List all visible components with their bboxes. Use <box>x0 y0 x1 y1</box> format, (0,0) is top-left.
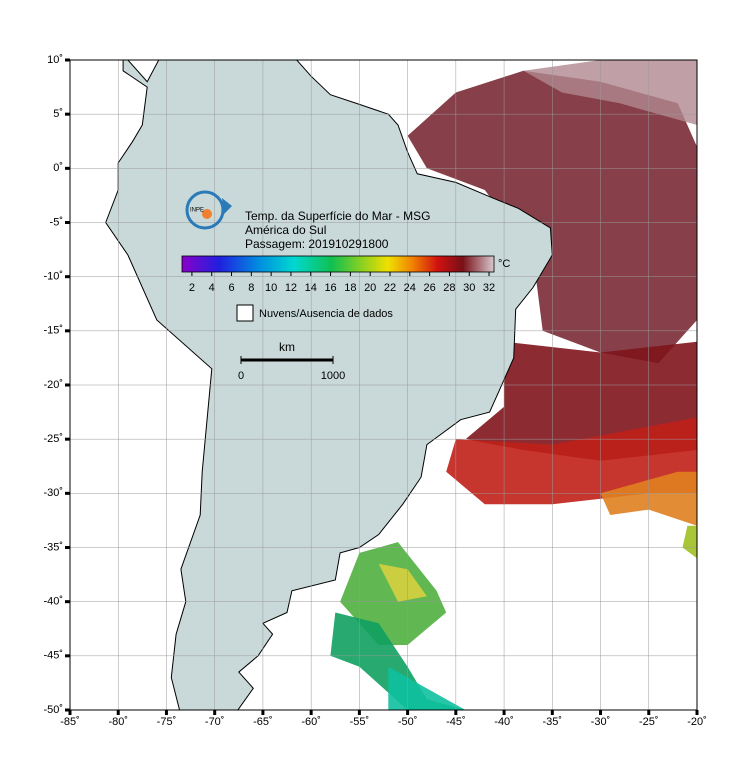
x-tick-label: -45˚ <box>446 716 466 728</box>
y-tick-label: 0˚ <box>53 162 63 174</box>
x-tick-label: -70˚ <box>205 716 225 728</box>
x-tick-label: -40˚ <box>494 716 514 728</box>
y-tick-label: -25˚ <box>43 433 63 445</box>
x-tick-label: -65˚ <box>253 716 273 728</box>
y-tick-label: -40˚ <box>43 596 63 608</box>
colorbar-tick-label: 2 <box>189 282 195 294</box>
title-line: Passagem: 201910291800 <box>245 237 389 251</box>
colorbar-tick-label: 22 <box>384 282 396 294</box>
y-tick-label: -5˚ <box>50 216 63 228</box>
y-tick-label: -10˚ <box>43 271 63 283</box>
y-tick-label: 5˚ <box>53 108 63 120</box>
y-tick-label: -35˚ <box>43 541 63 553</box>
colorbar-tick-label: 6 <box>228 282 234 294</box>
y-tick-label: -20˚ <box>43 379 63 391</box>
colorbar-tick-label: 16 <box>324 282 336 294</box>
x-tick-label: -85˚ <box>60 716 80 728</box>
y-tick-label: -30˚ <box>43 487 63 499</box>
colorbar-unit: °C <box>498 258 510 270</box>
y-tick-label: -50˚ <box>43 704 63 716</box>
title-line: América do Sul <box>245 223 326 237</box>
legend-swatch <box>236 304 254 322</box>
colorbar <box>181 255 495 273</box>
sst-patch <box>330 612 466 710</box>
legend-label: Nuvens/Ausencia de dados <box>259 308 393 320</box>
y-tick-label: -45˚ <box>43 650 63 662</box>
y-tick-label: -15˚ <box>43 325 63 337</box>
colorbar-tick-label: 10 <box>265 282 277 294</box>
scale-unit: km <box>279 340 295 354</box>
x-tick-label: -35˚ <box>543 716 563 728</box>
y-tick-label: 10˚ <box>47 54 63 66</box>
sst-patch <box>523 60 697 125</box>
colorbar-tick-label: 28 <box>443 282 455 294</box>
title-line: Temp. da Superfície do Mar - MSG <box>245 209 430 223</box>
x-tick-label: -55˚ <box>350 716 370 728</box>
sst-patch <box>682 525 697 559</box>
colorbar-tick-label: 8 <box>248 282 254 294</box>
x-tick-label: -75˚ <box>157 716 177 728</box>
scale-label: 0 <box>238 370 244 382</box>
x-tick-label: -25˚ <box>639 716 659 728</box>
colorbar-tick-label: 30 <box>463 282 475 294</box>
colorbar-tick-label: 18 <box>344 282 356 294</box>
x-tick-label: -30˚ <box>591 716 611 728</box>
colorbar-tick-label: 12 <box>285 282 297 294</box>
colorbar-tick-label: 24 <box>404 282 416 294</box>
colorbar-tick-label: 26 <box>423 282 435 294</box>
colorbar-tick-label: 14 <box>305 282 317 294</box>
x-tick-label: -60˚ <box>301 716 321 728</box>
sst-patch <box>340 542 447 645</box>
colorbar-tick-label: 20 <box>364 282 376 294</box>
scale-label: 1000 <box>321 370 345 382</box>
svg-text:INPE: INPE <box>190 208 204 214</box>
map-area <box>70 60 697 710</box>
x-tick-label: -80˚ <box>108 716 128 728</box>
x-tick-label: -20˚ <box>687 716 707 728</box>
colorbar-tick-label: 4 <box>209 282 215 294</box>
x-tick-label: -50˚ <box>398 716 418 728</box>
logo: INPE <box>185 190 232 230</box>
sst-patch <box>378 563 427 602</box>
colorbar-tick-label: 32 <box>483 282 495 294</box>
